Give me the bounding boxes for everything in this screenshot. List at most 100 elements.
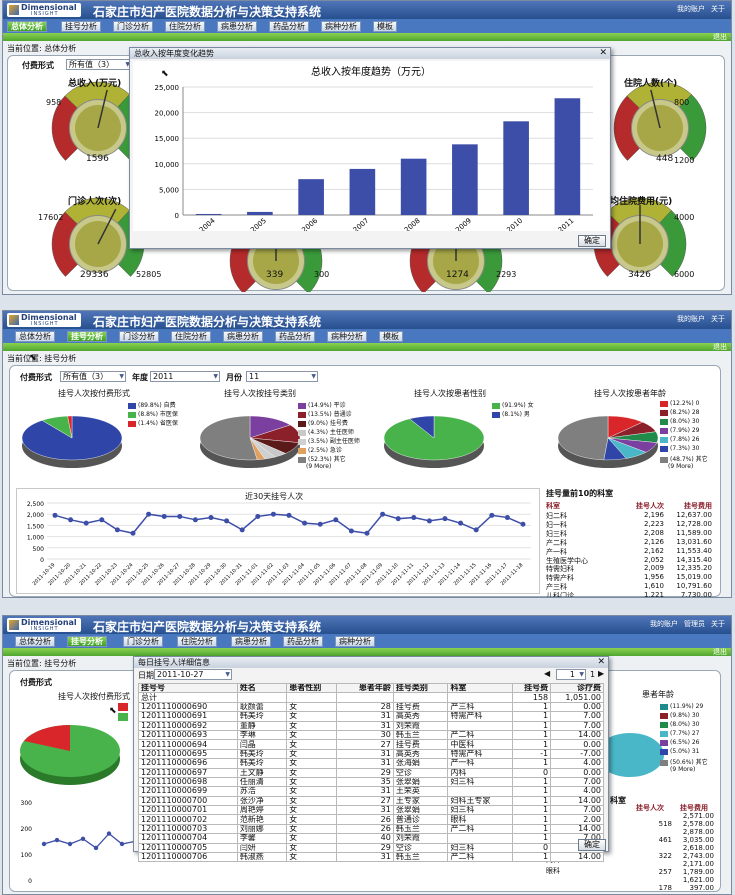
about-link[interactable]: 关于 (711, 620, 725, 628)
tab-drugs[interactable]: 药品分析 (275, 331, 315, 342)
tab-overall[interactable]: 总体分析 (7, 21, 47, 32)
screenshot-registration-analysis: Dimensional INSIGHT 石家庄市妇产医院数据分析与决策支持系统 我… (2, 310, 732, 598)
dialog-title: 每日挂号人详细信息 (134, 657, 608, 668)
bar-2006 (298, 179, 324, 215)
tab-inpatient[interactable]: 住院分析 (171, 331, 211, 342)
main-tabs: 总体分析 挂号分析 门诊分析 住院分析 病患分析 药品分析 病种分析 模板 (3, 19, 731, 33)
tab-diseases[interactable]: 病种分析 (321, 21, 361, 32)
tab-patients[interactable]: 病患分析 (223, 331, 263, 342)
table-cell: 1 (512, 805, 552, 816)
tab-drugs[interactable]: 药品分析 (269, 21, 309, 32)
tab-diseases[interactable]: 病种分析 (327, 331, 367, 342)
bar-2009 (452, 144, 478, 215)
tab-outpatient[interactable]: 门诊分析 (119, 331, 159, 342)
prev-page-icon[interactable]: ◀ (544, 669, 551, 678)
tab-overall[interactable]: 总体分析 (15, 331, 55, 342)
dept-table-cell: 322 (658, 852, 672, 860)
table-cell: 1201110000704 (138, 833, 238, 844)
line-point-3 (99, 517, 105, 523)
line-chart-frame: 近30天挂号人次 0 500 1,000 1,500 2,000 2,500 2011-10… (16, 488, 540, 594)
tab-registration[interactable]: 挂号分析 (61, 21, 101, 32)
bg-line-point-1 (54, 837, 60, 843)
line-point-1 (68, 517, 74, 523)
y-tick-label-5: 25,000 (155, 84, 180, 92)
status-bar (3, 648, 731, 656)
x-tick-label-6: 2010 (505, 217, 524, 231)
gauge-label-outpatient-visits: 门诊人次(次) (68, 197, 122, 207)
about-link[interactable]: 关于 (711, 315, 725, 323)
table-cell (236, 692, 288, 703)
table-cell: 2,196 (643, 511, 664, 519)
table-cell: 周艳婷 (236, 805, 288, 816)
gauge-1-needle (650, 89, 661, 129)
line-point-25 (442, 516, 448, 522)
my-account-link[interactable]: 我的账户 (677, 315, 705, 323)
x-tick-label-1: 2005 (249, 217, 268, 231)
ok-button[interactable]: 确定 (578, 839, 606, 851)
table-cell: 范新艳 (236, 814, 288, 825)
table-cell: 158 (512, 692, 552, 703)
tab-patients[interactable]: 病患分析 (231, 636, 271, 647)
next-page-icon[interactable]: ▶ (598, 669, 605, 678)
dept-table-cell: 3,035.00 (682, 836, 714, 844)
logout-link[interactable]: 退出 (713, 648, 727, 656)
pie-2-legend-item: (91.9%) 女 (492, 400, 534, 409)
top-links: 我的账户 管理员 关于 (644, 619, 725, 629)
app-title: 石家庄市妇产医院数据分析与决策支持系统 (93, 315, 322, 329)
table-cell: 0.00 (550, 739, 604, 750)
table-cell: 1 (512, 701, 552, 713)
table-cell: 女 (286, 814, 337, 825)
date-select[interactable]: 2011-10-27 (154, 669, 232, 680)
page-input[interactable]: 1 (556, 669, 586, 680)
gauge-value-outpatient-visits: 29336 (80, 270, 109, 280)
tab-registration[interactable]: 挂号分析 (67, 331, 107, 342)
tab-patients[interactable]: 病患分析 (217, 21, 257, 32)
table-cell: 4.00 (550, 758, 604, 769)
dept-table-cell: 2,171.00 (682, 860, 714, 868)
table-cell: 产三科 (447, 701, 514, 713)
table-cell: 29 (335, 842, 394, 854)
month-filter-select[interactable]: 11 (246, 371, 318, 382)
top-links: 我的账户 关于 (671, 314, 725, 324)
tab-outpatient[interactable]: 门诊分析 (113, 21, 153, 32)
table-cell: 产二科 (447, 852, 514, 863)
admin-link[interactable]: 管理员 (684, 620, 705, 628)
tab-templates[interactable]: 模板 (373, 21, 397, 32)
logout-link[interactable]: 退出 (713, 33, 727, 41)
table-cell (335, 692, 394, 703)
table-row: 1201110000691 韩美玲女 31 高英秀 特需产科 1 7.00 (138, 711, 604, 722)
logout-link[interactable]: 退出 (713, 343, 727, 351)
payment-filter-select[interactable]: 所有值（3） (60, 371, 126, 382)
bg-line-y-tick-0: 0 (28, 878, 32, 885)
close-icon[interactable]: ✕ (597, 657, 605, 667)
table-cell: 1,610 (643, 582, 664, 591)
my-account-link[interactable]: 我的账户 (677, 5, 705, 13)
table-cell: 女 (286, 739, 337, 750)
tab-inpatient[interactable]: 住院分析 (165, 21, 205, 32)
bar-2008 (400, 158, 427, 215)
my-account-link[interactable]: 我的账户 (650, 620, 678, 628)
tab-drugs[interactable]: 药品分析 (283, 636, 323, 647)
close-icon[interactable]: ✕ (599, 48, 607, 58)
table-cell: 30 (335, 729, 394, 741)
main-tabs: 总体分析 挂号分析 门诊分析 住院分析 病患分析 药品分析 病种分析 (3, 634, 731, 648)
tab-inpatient[interactable]: 住院分析 (177, 636, 217, 647)
tab-diseases[interactable]: 病种分析 (335, 636, 375, 647)
table-cell: 2,223 (643, 519, 664, 528)
table-cell: 27 (335, 795, 394, 807)
registration-panel: 付费形式 所有值（3） 年度 2011 月份 11 挂号人次按付费形式 挂号人次… (9, 365, 721, 597)
about-link[interactable]: 关于 (711, 5, 725, 13)
tab-templates[interactable]: 模板 (379, 331, 403, 342)
line-point-16 (302, 520, 308, 526)
tab-registration[interactable]: 挂号分析 (67, 636, 107, 647)
line-point-10 (208, 515, 214, 521)
tab-overall[interactable]: 总体分析 (15, 636, 55, 647)
table-cell: 7.00 (550, 805, 604, 816)
ok-button[interactable]: 确定 (578, 235, 606, 247)
tab-outpatient[interactable]: 门诊分析 (123, 636, 163, 647)
table-cell (447, 692, 514, 703)
line-point-29 (504, 515, 510, 521)
table-cell: 1 (512, 814, 552, 825)
gauge-value-avg-inpatient-cost: 3426 (628, 270, 651, 280)
year-filter-select[interactable]: 2011 (150, 371, 220, 382)
